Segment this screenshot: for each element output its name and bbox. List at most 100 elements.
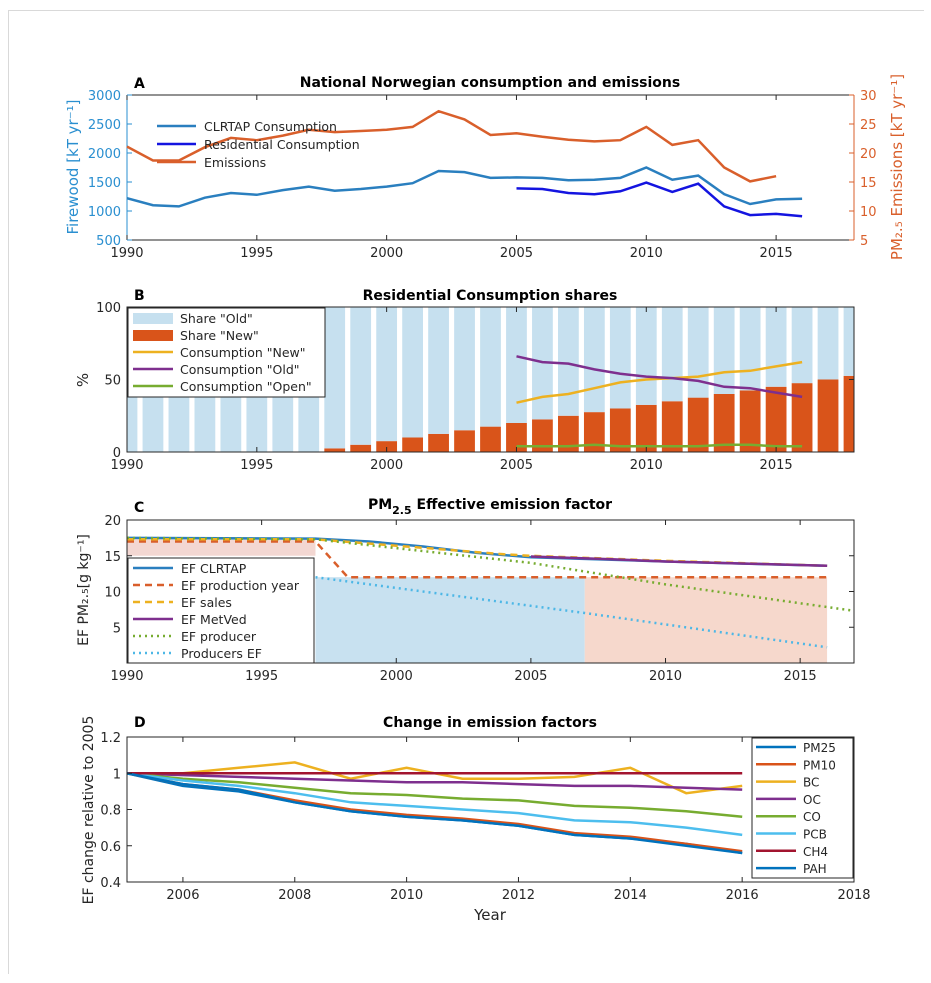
bar-share-new [454,430,475,452]
bar-share-new [765,386,787,452]
shaded-region [127,537,316,556]
panel-b-consumption-line [516,360,803,404]
bar-share-new [506,423,527,452]
panel-a-y-tick-right: 20 [860,147,877,162]
panel-d-ylabel: EF change relative to 2005 [81,716,97,905]
panel-b-x-tick: 2010 [630,458,663,473]
panel-a-series-line [126,166,803,208]
panel-d-y-tick: 1 [113,767,121,782]
panel-a-ylabel-left: Firewood [kT yr⁻¹] [64,100,82,235]
panel-d-xlabel: Year [473,906,507,924]
panel-c-x-tick: 2010 [649,669,682,684]
panel-a-series-line [126,109,777,183]
legend-label: EF MetVed [181,612,247,627]
bar-share-new [843,375,854,452]
legend-label: Residential Consumption [204,137,360,152]
bar-share-old [791,307,813,384]
shaded-region [584,577,828,663]
legend-label: Emissions [204,155,266,170]
bar-share-new [532,419,553,452]
panel-b-ylabel: % [74,373,92,387]
legend-label: Consumption "Old" [180,362,300,377]
panel-d-x-tick: 2008 [278,888,311,903]
panel-b-x-tick: 1990 [110,458,143,473]
bar-share-new [661,401,683,452]
bar-share-old [609,307,631,409]
panel-b-x-tick: 2005 [500,458,533,473]
panel-d-x-tick: 2012 [502,888,535,903]
panel-d-x-tick: 2016 [726,888,759,903]
panel-c-ef-line [530,555,828,568]
panel-d-y-tick: 1.2 [100,731,121,746]
panel-d-x-tick: 2006 [166,888,199,903]
panel-c-y-tick: 15 [104,550,121,565]
legend-label: Share "Old" [180,311,253,326]
bar-share-new [817,379,839,452]
legend-label: EF CLRTAP [181,561,247,576]
panel-a-y-tick-right: 25 [860,118,877,133]
panel-b-x-tick: 2000 [370,458,403,473]
panel-c-title: PM2.5 Effective emission factor [368,497,612,517]
figure-frame [8,10,924,974]
bar-share-old [454,307,475,431]
legend-label: PCB [803,828,827,842]
bar-share-new [635,404,657,452]
panel-d-y-tick: 0.8 [100,804,121,819]
legend-label: CLRTAP Consumption [204,119,337,134]
panel-c-y-tick: 10 [104,586,121,601]
bar-share-old [506,307,527,423]
legend-label: CH4 [803,845,828,859]
bar-share-new [609,408,631,452]
panel-c-y-tick: 5 [113,621,121,636]
panel-a-consumption-emissions: A National Norwegian consumption and emis… [64,74,906,261]
bar-share-new [376,441,398,452]
bar-share-old [324,307,346,449]
panel-letter: C [134,500,144,516]
panel-a-y-tick-left: 3000 [88,89,121,104]
legend-label: PAH [803,862,827,876]
panel-d-change-emission-factors: D Change in emission factors 2006 2008 2010 2… [81,715,871,924]
legend-label: CO [803,810,821,824]
panel-a-y-tick-left: 500 [96,234,121,249]
bar-share-new [428,433,449,452]
panel-c-ef-line [315,575,828,649]
bar-share-old [661,307,683,402]
bar-share-old [739,307,761,391]
legend-swatch [133,313,173,324]
bar-share-new [402,437,423,452]
panel-d-series-line [126,772,743,791]
bar-share-old [687,307,709,398]
panel-a-ylabel-right: PM₂.₅ Emissions [kT yr⁻¹] [888,74,906,260]
legend-label: Consumption "New" [180,345,306,360]
bar-share-old [428,307,449,434]
panel-a-x-tick: 2000 [370,246,403,261]
panel-b-y-tick: 0 [113,446,121,461]
legend-label: BC [803,776,819,790]
panel-letter: A [134,76,145,92]
panel-a-x-tick: 2005 [500,246,533,261]
bar-share-old [558,307,579,416]
panel-d-x-tick: 2014 [614,888,647,903]
panel-b-x-tick: 1995 [240,458,273,473]
panel-b-consumption-line [516,443,803,448]
panel-b-consumption-line [516,355,803,399]
panel-d-x-tick: 2018 [837,888,870,903]
shaded-region [315,577,585,663]
panel-a-y-tick-left: 1500 [88,176,121,191]
legend-label: OC [803,793,821,807]
panel-a-title: National Norwegian consumption and emiss… [300,75,680,91]
panel-letter: B [134,288,145,304]
panel-a-y-tick-right: 5 [860,234,868,249]
panel-c-x-tick: 1995 [245,669,278,684]
panel-c-ef-line [127,538,828,568]
legend-label: EF production year [181,578,300,593]
panel-a-y-tick-right: 30 [860,89,877,104]
panel-a-y-tick-right: 15 [860,176,877,191]
legend-label: EF sales [181,595,232,610]
panel-c-y-tick: 20 [104,514,121,529]
panel-b-title: Residential Consumption shares [363,288,618,304]
legend-box [127,557,315,664]
panel-d-y-tick: 0.4 [100,876,121,891]
bar-share-old [843,307,854,376]
